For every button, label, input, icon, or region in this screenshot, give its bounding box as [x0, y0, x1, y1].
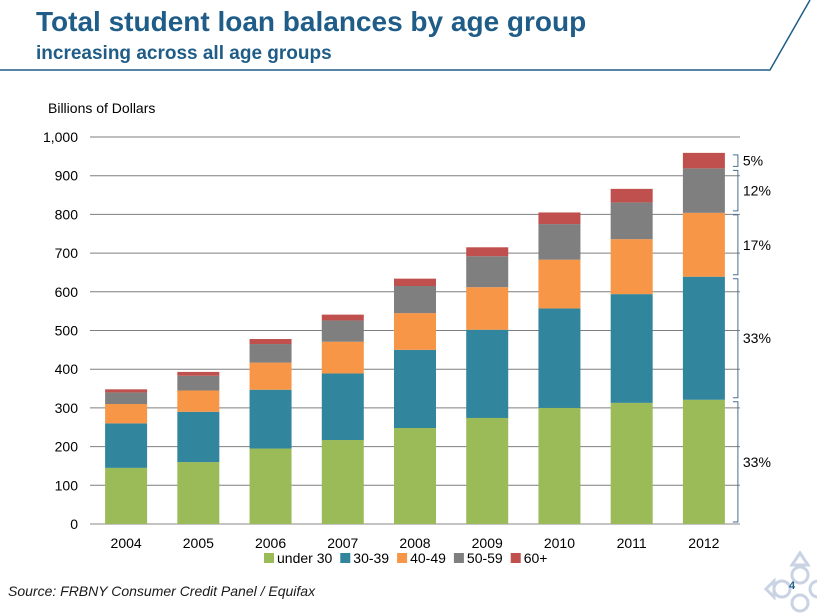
bar-segment: [610, 402, 653, 524]
x-tick-label: 2005: [183, 535, 214, 551]
legend-label: 50-59: [467, 550, 503, 566]
header-rule: [0, 0, 811, 71]
legend-swatch: [340, 553, 351, 563]
bar-segment: [394, 349, 436, 429]
share-label: 12%: [743, 183, 771, 199]
legend-swatch: [453, 553, 464, 563]
page-subtitle: increasing across all age groups: [36, 43, 332, 64]
bar-segment: [538, 259, 581, 309]
logo-ornament: [763, 550, 817, 613]
y-tick-label: 800: [55, 206, 79, 222]
source-note: Source: FRBNY Consumer Credit Panel / Eq…: [8, 583, 316, 599]
x-tick-label: 2012: [688, 535, 719, 551]
bar-segment: [105, 467, 148, 524]
bar-stacks: [105, 152, 725, 524]
y-tick-label: 400: [55, 361, 79, 377]
bar-segment: [249, 339, 292, 345]
share-bracket: [732, 154, 739, 167]
bar-segment: [105, 423, 148, 468]
x-tick-label: 2009: [472, 535, 503, 551]
bar-segment: [105, 404, 148, 424]
x-tick-label: 2006: [255, 535, 286, 551]
bar-segment: [321, 314, 364, 321]
bar-segment: [249, 389, 292, 449]
bar-segment: [610, 202, 653, 240]
bar-segment: [610, 239, 653, 295]
legend-label: 60+: [524, 550, 548, 566]
share-bracket: [732, 278, 739, 399]
bar-segment: [394, 428, 436, 524]
x-tick-label: 2011: [617, 535, 647, 551]
bar-segment: [682, 276, 725, 400]
y-tick-label: 600: [55, 284, 79, 300]
bar-segment: [682, 212, 725, 277]
share-label: 5%: [743, 153, 763, 169]
page-number: 4: [789, 580, 796, 592]
bar-segment: [394, 313, 436, 350]
bar-segment: [682, 152, 725, 169]
bar-segment: [321, 373, 364, 441]
bar-segment: [466, 287, 509, 330]
legend-label: 40-49: [410, 550, 446, 566]
bar-segment: [177, 371, 220, 376]
bar-segment: [321, 341, 364, 374]
x-tick-label: 2004: [111, 535, 142, 551]
share-bracket: [732, 401, 739, 523]
bar-segment: [394, 285, 436, 314]
bar-segment: [538, 212, 581, 225]
bar-segment: [249, 448, 292, 524]
y-tick-label: 500: [55, 323, 79, 339]
legend-swatch: [264, 553, 274, 563]
bar-segment: [105, 392, 148, 405]
bar-segment: [466, 256, 509, 288]
legend-swatch: [510, 553, 521, 563]
x-tick-label: 2007: [327, 535, 358, 551]
y-tick-label: 1,000: [43, 129, 78, 145]
bar-segment: [177, 462, 220, 524]
legend-swatch: [397, 553, 408, 563]
bar-segment: [321, 320, 364, 342]
y-tick-labels: 0 100 200 300 400 500 600 700 800 900 1,000: [43, 129, 78, 532]
bar-segment: [177, 375, 220, 391]
x-tick-label: 2008: [399, 535, 430, 551]
bar-segment: [538, 308, 581, 408]
y-tick-label: 200: [55, 439, 79, 455]
bar-segment: [610, 294, 653, 403]
share-label: 33%: [743, 330, 771, 346]
y-tick-label: 900: [55, 168, 79, 184]
bar-segment: [177, 411, 220, 463]
y-axis-label: Billions of Dollars: [48, 100, 156, 116]
bar-segment: [466, 329, 509, 418]
share-bracket: [732, 169, 739, 212]
share-label: 17%: [743, 237, 771, 253]
legend-label: 30-39: [353, 550, 389, 566]
y-tick-label: 0: [70, 516, 78, 532]
bar-segment: [466, 417, 509, 524]
bar-segment: [466, 247, 509, 257]
share-bracket: [732, 214, 739, 276]
legend: under 30 30-39 40-49 50-59 60+: [264, 550, 547, 566]
legend-label: under 30: [277, 550, 332, 566]
bar-segment: [321, 440, 364, 524]
share-annotations: 5% 12% 17% 33% 33%: [732, 153, 771, 523]
x-tick-labels: 2004 2005 2006 2007 2008 2009 2010 2011 2012: [111, 535, 720, 551]
bar-segment: [538, 224, 581, 260]
bar-segment: [538, 407, 581, 524]
bar-segment: [394, 278, 436, 286]
bar-segment: [682, 168, 725, 213]
bar-segment: [682, 399, 725, 524]
y-tick-label: 100: [55, 477, 79, 493]
y-tick-label: 300: [55, 400, 79, 416]
bar-segment: [105, 389, 148, 393]
bar-segment: [249, 362, 292, 390]
x-tick-label: 2010: [544, 535, 575, 551]
bar-segment: [177, 390, 220, 412]
bar-segment: [610, 188, 653, 203]
share-label: 33%: [743, 454, 771, 470]
page-title: Total student loan balances by age group: [36, 6, 587, 37]
bar-segment: [249, 344, 292, 363]
y-tick-label: 700: [55, 245, 79, 261]
